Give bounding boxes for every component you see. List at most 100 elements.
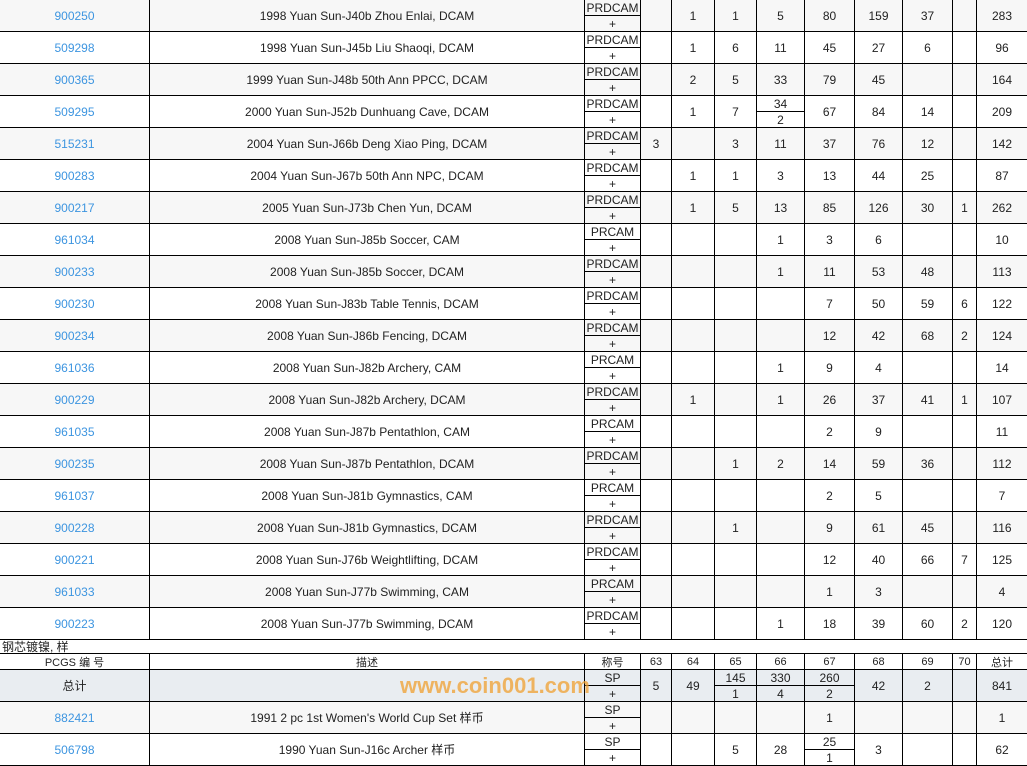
proof-population-table: 总计 SP +5 49 145 1 330 4 260 2 42 2 841 882421 1991 2 p…	[0, 670, 1027, 766]
grade-67-count: 14	[805, 448, 855, 479]
row-total: 209	[991, 104, 1013, 119]
grade-64-count	[672, 128, 715, 159]
description: 2008 Yuan Sun-J77b Swimming, DCAM	[150, 608, 585, 639]
grade-65-count: 6	[715, 32, 757, 63]
grade-label: PRDCAM	[585, 96, 640, 112]
pcgs-number-link[interactable]: 515231	[0, 128, 150, 159]
column-header: 63	[641, 654, 672, 669]
grade-70-count	[953, 448, 977, 479]
grade-68-count: 76	[855, 128, 903, 159]
column-header: 68	[855, 654, 903, 669]
description: 2008 Yuan Sun-J81b Gymnastics, DCAM	[150, 512, 585, 543]
grade-designation: SP +	[585, 702, 641, 733]
grade-63-count	[641, 32, 672, 63]
grade-68-count: 61	[855, 512, 903, 543]
grade-66-count	[757, 320, 805, 351]
table-row: 882421 1991 2 pc 1st Women's World Cup Se…	[0, 702, 1027, 734]
table-row: 900230 2008 Yuan Sun-J83b Table Tennis, D…	[0, 288, 1027, 320]
grade-68-count: 39	[855, 608, 903, 639]
pcgs-number-link[interactable]: 900229	[0, 384, 150, 415]
grade-designation: PRDCAM +	[585, 448, 641, 479]
grade-designation: PRDCAM +	[585, 320, 641, 351]
grade-63-count	[641, 320, 672, 351]
table-row: 961033 2008 Yuan Sun-J77b Swimming, CAM PR…	[0, 576, 1027, 608]
table-row: 509295 2000 Yuan Sun-J52b Dunhuang Cave, …	[0, 96, 1027, 128]
grade-65-count	[715, 544, 757, 575]
pcgs-number-link[interactable]: 961037	[0, 480, 150, 511]
plus-count: 4	[777, 686, 784, 701]
grade-label: SP	[585, 734, 640, 750]
grade-63-count	[641, 0, 672, 31]
grade-63-count	[641, 448, 672, 479]
pcgs-number-link[interactable]: 961036	[0, 352, 150, 383]
grade-65-count	[715, 320, 757, 351]
plus-label: +	[608, 208, 616, 223]
pcgs-number-link[interactable]: 900235	[0, 448, 150, 479]
pcgs-number-link[interactable]: 509298	[0, 32, 150, 63]
grade-designation: SP +	[585, 734, 641, 765]
grade-67-count: 13	[805, 160, 855, 191]
row-total: 164	[991, 72, 1013, 87]
count: 34	[757, 96, 804, 112]
grade-70-count	[953, 352, 977, 383]
pcgs-number-link[interactable]: 961033	[0, 576, 150, 607]
grade-67-count: 37	[805, 128, 855, 159]
grade-63-count	[641, 608, 672, 639]
grade-69-count: 12	[903, 128, 953, 159]
grade-70-count	[953, 480, 977, 511]
grade-69-count: 36	[903, 448, 953, 479]
grade-66-count	[757, 576, 805, 607]
description: 2008 Yuan Sun-J76b Weightlifting, DCAM	[150, 544, 585, 575]
pcgs-number-link[interactable]: 882421	[0, 702, 150, 733]
description: 1998 Yuan Sun-J40b Zhou Enlai, DCAM	[150, 0, 585, 31]
grade-66-count: 1	[757, 256, 805, 287]
grade-66-count	[757, 512, 805, 543]
grade-69-count	[903, 734, 953, 765]
pcgs-number-link[interactable]: 900250	[0, 0, 150, 31]
pcgs-number-link[interactable]: 900283	[0, 160, 150, 191]
pcgs-number-link[interactable]: 900233	[0, 256, 150, 287]
grade-69-count: 30	[903, 192, 953, 223]
row-total: 112	[992, 456, 1012, 471]
table-row: 961036 2008 Yuan Sun-J82b Archery, CAM PRC…	[0, 352, 1027, 384]
row-total: 14	[995, 360, 1009, 375]
grade-65-count: 5	[715, 64, 757, 95]
pcgs-number-link[interactable]: 900234	[0, 320, 150, 351]
grade-70-count: 2	[953, 608, 977, 639]
description: 1998 Yuan Sun-J45b Liu Shaoqi, DCAM	[150, 32, 585, 63]
grade-70-count	[953, 160, 977, 191]
grade-label: PRDCAM	[585, 320, 640, 336]
pcgs-number-link[interactable]: 509295	[0, 96, 150, 127]
grade-63-count	[641, 288, 672, 319]
grade-66-count: 330 4	[757, 670, 805, 701]
pcgs-number-link[interactable]: 900217	[0, 192, 150, 223]
pcgs-number-link[interactable]: 506798	[0, 734, 150, 765]
grade-69-count: 66	[903, 544, 953, 575]
plus-label: +	[608, 368, 616, 383]
grade-69-count: 45	[903, 512, 953, 543]
grade-68-count: 4	[855, 352, 903, 383]
column-header: 66	[757, 654, 805, 669]
pcgs-number-link[interactable]: 900230	[0, 288, 150, 319]
grade-66-count: 5	[757, 0, 805, 31]
grade-designation: PRDCAM +	[585, 288, 641, 319]
pcgs-number-link[interactable]: 900223	[0, 608, 150, 639]
grade-68-count: 42	[855, 320, 903, 351]
grade-70-count: 7	[953, 544, 977, 575]
description: 2005 Yuan Sun-J73b Chen Yun, DCAM	[150, 192, 585, 223]
table-row: 961035 2008 Yuan Sun-J87b Pentathlon, CAM…	[0, 416, 1027, 448]
grade-designation: PRDCAM +	[585, 160, 641, 191]
grade-designation: PRDCAM +	[585, 384, 641, 415]
plus-label: +	[608, 624, 616, 639]
grade-65-count: 145 1	[715, 670, 757, 701]
grade-68-count: 84	[855, 96, 903, 127]
grade-65-count	[715, 702, 757, 733]
pcgs-number-link[interactable]: 900365	[0, 64, 150, 95]
grade-label: PRDCAM	[585, 448, 640, 464]
table-row: 900234 2008 Yuan Sun-J86b Fencing, DCAM PR…	[0, 320, 1027, 352]
pcgs-number-link[interactable]: 961034	[0, 224, 150, 255]
pcgs-number-link[interactable]: 900228	[0, 512, 150, 543]
pcgs-number-link[interactable]: 961035	[0, 416, 150, 447]
grade-67-count: 260 2	[805, 670, 855, 701]
pcgs-number-link[interactable]: 900221	[0, 544, 150, 575]
